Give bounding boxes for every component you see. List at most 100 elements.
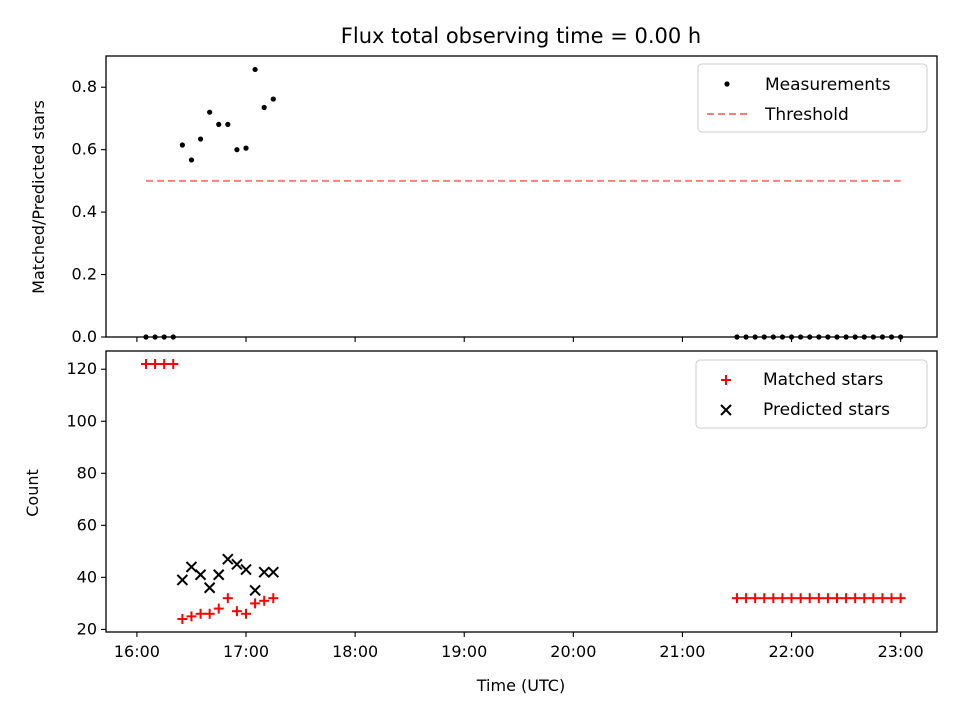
count-y-axis-label: Count (23, 469, 42, 517)
count-legend: Matched stars Predicted stars (695, 359, 928, 429)
matched-star-marker (768, 593, 779, 604)
matched-star-marker (786, 593, 797, 604)
ratio-plot-area: 0.0 0.2 0.4 0.6 0.8 (72, 66, 904, 346)
count-x-tick-label: 19:00 (441, 642, 487, 661)
measurement-point (197, 136, 204, 142)
ratio-y-tick-label: 0.8 (72, 77, 97, 96)
predicted-marker-b (267, 566, 279, 578)
predicted-star-marker (249, 584, 261, 597)
count-x-tick-label: 16:00 (114, 642, 160, 661)
measurement-point (188, 157, 195, 163)
predicted-marker-b (249, 584, 261, 597)
ratio-panel: Flux total observing time = 0.00 h Match… (29, 24, 938, 346)
ratio-axes-frame (105, 55, 938, 338)
matched-star-marker (259, 595, 270, 606)
measurement-point (270, 96, 276, 102)
matched-star-marker (195, 608, 206, 619)
measurement-point (252, 66, 258, 73)
matched-star-marker (850, 593, 861, 604)
measurement-point (234, 147, 240, 153)
measurement-point (261, 104, 267, 111)
count-x-tick-label: 21:00 (659, 642, 705, 661)
measurement-point (225, 121, 231, 127)
measurements-legend-label: Measurements (765, 75, 891, 95)
matched-star-marker (822, 593, 833, 604)
count-x-tick-label: 23:00 (878, 642, 924, 661)
predicted-star-marker (240, 563, 252, 576)
matched-star-marker (795, 593, 806, 604)
ratio-y-tick-label: 0.0 (72, 327, 97, 346)
ratio-y-tick-label: 0.6 (72, 140, 97, 159)
matched-star-marker (741, 593, 752, 604)
predicted-star-marker (194, 569, 207, 581)
predicted-star-marker (231, 558, 243, 571)
count-legend-box (695, 359, 928, 429)
matched-star-marker (177, 613, 188, 624)
count-y-tick-label: 40 (77, 567, 97, 586)
matched-star-marker (241, 608, 252, 619)
predicted-star-marker (176, 574, 189, 586)
count-y-tick-label: 60 (77, 515, 97, 534)
matched-star-marker (150, 359, 161, 370)
predicted-marker-b (240, 563, 252, 576)
count-x-tick-label: 20:00 (550, 642, 596, 661)
predicted-marker-b (176, 574, 189, 586)
matched-star-marker (186, 611, 197, 622)
matched-star-marker (841, 593, 852, 604)
count-panel: Count Time (UTC) 20 40 60 80 100 120 16:00 17:0… (23, 350, 938, 695)
predicted-star-marker (258, 566, 270, 578)
measurement-point (207, 109, 213, 115)
count-x-tick-label: 17:00 (223, 642, 269, 661)
ratio-legend-box (697, 63, 928, 133)
matched-star-marker (731, 593, 742, 604)
predicted-star-marker (203, 582, 216, 594)
matched-star-marker (750, 593, 761, 604)
matched-star-marker (859, 593, 870, 604)
matched-star-marker (168, 359, 179, 370)
count-y-tick-label: 80 (77, 463, 97, 482)
count-x-tick-label: 22:00 (768, 642, 814, 661)
matched-star-marker (759, 593, 770, 604)
matched-star-marker (877, 593, 888, 604)
matched-star-marker (250, 598, 261, 609)
predicted-star-marker (185, 561, 198, 573)
matched-star-marker (268, 593, 279, 604)
predicted-marker-b (213, 569, 225, 581)
count-x-axis-label: Time (UTC) (476, 676, 565, 695)
ratio-y-axis-label: Matched/Predicted stars (29, 100, 48, 294)
matched-star-marker (804, 593, 815, 604)
count-plot-area: 20 40 60 80 100 120 16:00 17:00 18:00 19:00 20:00 2… (66, 359, 924, 661)
count-y-tick-label: 20 (77, 619, 97, 638)
matched-star-marker (886, 593, 897, 604)
ratio-legend: Measurements Threshold (697, 63, 928, 133)
predicted-marker-b (222, 553, 234, 565)
ratio-y-tick-label: 0.2 (72, 265, 97, 284)
count-x-tick-label: 18:00 (332, 642, 378, 661)
matched-legend-label: Matched stars (763, 370, 883, 390)
count-axes-frame (105, 350, 938, 633)
predicted-marker-b (231, 558, 243, 571)
count-y-tick-label: 100 (66, 411, 97, 430)
matched-star-marker (831, 593, 842, 604)
matched-star-marker (204, 608, 215, 619)
predicted-star-marker (267, 566, 279, 578)
matched-star-marker (868, 593, 879, 604)
predicted-star-marker (222, 553, 234, 565)
predicted-marker-b (203, 582, 216, 594)
predicted-marker-b (185, 561, 198, 573)
measurements-legend-marker (724, 81, 730, 87)
matched-star-marker (231, 606, 242, 617)
predicted-legend-marker (720, 404, 732, 416)
matched-star-marker (895, 593, 906, 604)
count-y-tick-label: 120 (66, 359, 97, 378)
measurement-point (243, 145, 249, 151)
measurement-point (216, 121, 222, 127)
matched-star-marker (222, 593, 233, 604)
measurement-point (179, 142, 185, 148)
matched-star-marker (141, 359, 152, 370)
predicted-star-marker (213, 569, 225, 581)
matched-star-marker (159, 359, 170, 370)
predicted-marker-b (194, 569, 207, 581)
matched-star-marker (213, 603, 224, 614)
